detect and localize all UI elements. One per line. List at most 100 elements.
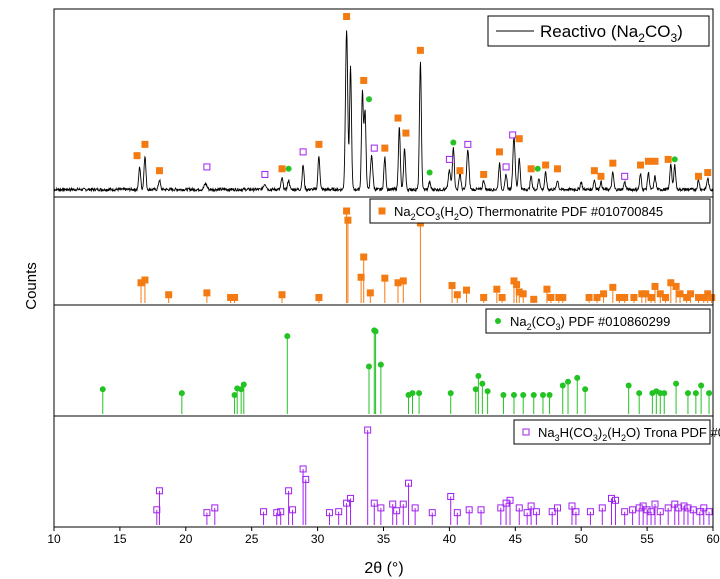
x-axis-label: 2θ (°) [364, 560, 403, 577]
x-tick-label: 55 [640, 532, 654, 546]
legend-text: Na3H(CO3)2(H2O) Trona PDF #010751195 [538, 425, 720, 443]
reference-marker [656, 290, 664, 298]
reference-marker [568, 502, 576, 510]
x-tick-label: 25 [245, 532, 259, 546]
legend-text-part: Na [394, 204, 411, 219]
reference-marker [493, 285, 501, 293]
legend-text-part: 3 [555, 322, 560, 332]
reference-marker [672, 282, 680, 290]
legend-text: Reactivo (Na2CO3) [540, 22, 683, 45]
reference-marker [325, 509, 333, 517]
legend-text-part: Na [538, 425, 555, 440]
x-tick-label: 15 [113, 532, 127, 546]
reference-marker [643, 506, 651, 514]
reference-marker [370, 499, 378, 507]
reference-marker [285, 487, 293, 495]
reference-marker [343, 499, 351, 507]
phase-marker [394, 114, 402, 122]
phase-marker [695, 172, 703, 180]
reference-marker [405, 479, 413, 487]
legend-text: Na2(CO3) PDF #010860299 [510, 314, 670, 332]
reference-marker [364, 426, 372, 434]
reference-marker [647, 508, 655, 516]
reference-marker [381, 274, 389, 282]
reference-marker [178, 390, 185, 397]
legend-marker-swatch [378, 207, 386, 215]
reference-marker [277, 508, 285, 516]
reference-marker [377, 361, 384, 368]
reference-marker [500, 392, 507, 398]
legend-text-part: (CO [532, 314, 556, 329]
reference-marker [453, 291, 461, 299]
reference-marker [696, 508, 704, 516]
reference-marker [676, 290, 684, 298]
reference-marker [582, 386, 589, 393]
reference-marker [360, 253, 368, 261]
legend-text-part: 2 [621, 433, 626, 443]
reference-marker [708, 293, 716, 301]
phase-marker [133, 152, 141, 160]
phase-marker [203, 163, 211, 171]
phase-marker [366, 96, 373, 103]
reference-marker [700, 504, 708, 512]
reference-marker [335, 508, 343, 516]
reference-marker [621, 293, 629, 301]
reference-marker [651, 282, 659, 290]
legend-text-part: O) Thermonatrite PDF #010700845 [459, 204, 663, 219]
reference-marker [695, 293, 703, 301]
reference-marker [565, 378, 572, 385]
legend-text-part: 2 [411, 212, 416, 222]
reference-marker [447, 390, 454, 397]
reference-marker [572, 508, 580, 516]
phase-marker [590, 167, 598, 175]
reference-marker [559, 382, 566, 389]
reference-marker [621, 508, 629, 516]
phase-marker [502, 163, 510, 171]
reference-marker [211, 504, 219, 512]
phase-marker [381, 144, 389, 152]
x-tick-label: 10 [47, 532, 61, 546]
x-tick-label: 45 [509, 532, 523, 546]
phase-marker [480, 170, 488, 178]
reference-marker [639, 502, 647, 510]
phase-marker [315, 140, 323, 148]
legend-reactivo: Reactivo (Na2CO3) [487, 15, 710, 47]
phase-marker [621, 172, 629, 180]
reference-marker [477, 506, 485, 514]
reference-marker [520, 392, 527, 398]
reference-marker [165, 291, 173, 299]
reference-marker [227, 293, 235, 301]
phase-marker [671, 156, 678, 163]
reference-marker [706, 390, 713, 397]
reference-marker [642, 290, 650, 298]
legend-text-part: Na [510, 314, 527, 329]
reference-marker [559, 293, 567, 301]
reference-marker [692, 390, 699, 397]
reference-marker [203, 289, 211, 297]
legend-marker-swatch [522, 428, 530, 436]
reference-marker [510, 392, 517, 398]
phase-marker [644, 157, 652, 165]
reference-marker [447, 493, 455, 500]
reference-marker [530, 295, 538, 303]
legend-text-part: (H [440, 204, 454, 219]
phase-marker [261, 170, 269, 178]
legend-trona: Na3H(CO3)2(H2O) Trona PDF #010751195 [513, 419, 720, 445]
reference-marker [366, 363, 373, 370]
legend-text-part: CO [645, 22, 671, 41]
reference-marker [273, 509, 281, 517]
phase-marker [278, 165, 286, 173]
phase-marker [360, 76, 368, 84]
reference-marker [278, 291, 286, 299]
reference-marker [344, 216, 352, 224]
reference-marker [667, 279, 675, 287]
reference-marker [399, 500, 407, 508]
phase-marker [343, 13, 351, 21]
reference-marker [416, 390, 423, 397]
legend-text-part: ) [598, 425, 602, 440]
reference-marker [547, 293, 555, 301]
reference-marker [377, 504, 385, 512]
reference-marker [629, 506, 637, 514]
reference-marker [586, 508, 594, 516]
